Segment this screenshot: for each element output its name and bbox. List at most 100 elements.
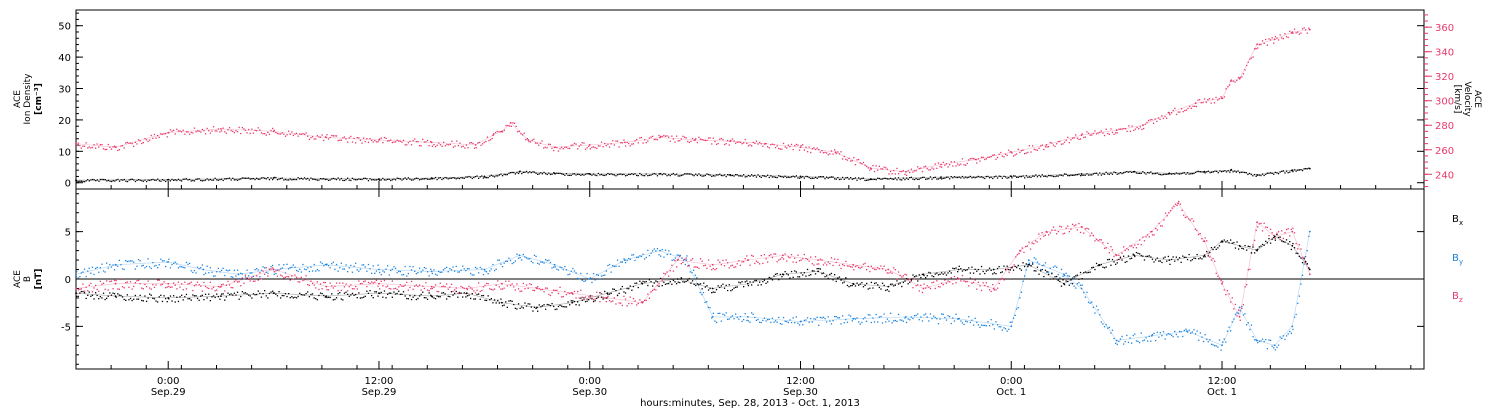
data-point <box>404 177 406 179</box>
series-point <box>606 292 609 295</box>
data-point <box>76 180 78 182</box>
data-point <box>553 289 555 291</box>
data-point <box>1115 254 1117 256</box>
data-point <box>458 271 461 273</box>
data-point <box>204 272 207 274</box>
data-point <box>179 179 181 182</box>
data-point <box>326 134 328 136</box>
data-point <box>1009 269 1011 271</box>
data-point <box>1201 171 1203 173</box>
data-point <box>510 125 512 127</box>
data-point <box>1252 244 1254 246</box>
data-point <box>960 268 962 270</box>
data-point <box>632 285 635 288</box>
data-point <box>1086 227 1088 229</box>
data-point <box>1203 98 1206 100</box>
data-point <box>471 288 473 290</box>
data-point <box>544 146 546 148</box>
data-point <box>735 286 737 288</box>
data-point <box>118 294 120 296</box>
data-point <box>137 279 140 282</box>
data-point <box>806 175 809 178</box>
data-point <box>1049 175 1051 177</box>
data-point <box>872 287 874 289</box>
data-point <box>147 258 149 260</box>
data-point <box>1065 139 1067 141</box>
data-point <box>541 261 544 263</box>
data-point <box>693 175 695 177</box>
data-point <box>224 299 226 301</box>
data-point <box>661 280 663 282</box>
data-point <box>899 282 901 284</box>
data-point <box>883 265 885 267</box>
data-point <box>525 139 527 141</box>
data-point <box>168 298 170 300</box>
data-point <box>575 174 577 176</box>
data-point <box>784 320 786 322</box>
data-point <box>361 178 363 181</box>
data-point <box>1194 333 1197 335</box>
data-point <box>538 173 540 175</box>
data-point <box>190 180 192 182</box>
data-point <box>567 147 569 150</box>
series-point <box>237 273 240 276</box>
data-point <box>813 318 815 320</box>
data-point <box>1246 64 1248 67</box>
data-point <box>762 145 764 147</box>
data-point <box>423 178 425 180</box>
data-point <box>260 278 263 280</box>
data-point <box>612 288 614 290</box>
data-point <box>848 314 850 316</box>
data-point <box>533 254 536 256</box>
data-point <box>749 264 751 266</box>
data-point <box>674 141 676 143</box>
data-point <box>122 179 124 181</box>
data-point <box>1180 108 1183 110</box>
data-point <box>789 277 791 279</box>
data-point <box>545 287 547 289</box>
data-point <box>125 282 127 284</box>
data-point <box>281 294 283 297</box>
data-point <box>915 170 917 172</box>
data-point <box>885 289 887 292</box>
data-point <box>982 324 984 327</box>
data-point <box>856 159 858 161</box>
data-point <box>1044 234 1046 236</box>
data-point <box>524 288 526 290</box>
data-point <box>77 142 79 144</box>
data-point <box>454 270 456 272</box>
data-point <box>921 170 924 173</box>
data-point <box>1198 170 1200 173</box>
data-point <box>385 268 387 270</box>
data-point <box>196 266 199 268</box>
data-point <box>236 291 239 293</box>
data-point <box>942 313 944 315</box>
data-point <box>501 266 504 268</box>
data-point <box>473 176 475 179</box>
data-point <box>843 178 845 180</box>
data-point <box>850 315 852 317</box>
data-point <box>1012 269 1015 271</box>
data-point <box>480 144 482 146</box>
data-point <box>1003 156 1005 158</box>
data-point <box>616 140 619 142</box>
data-point <box>1172 335 1174 338</box>
data-point <box>557 305 560 308</box>
data-point <box>1025 269 1027 271</box>
data-point <box>1306 250 1308 252</box>
series-point <box>1308 273 1311 276</box>
data-point <box>98 298 100 300</box>
data-point <box>1214 345 1216 347</box>
data-point <box>875 179 877 181</box>
data-point <box>371 139 373 142</box>
data-point <box>707 137 710 139</box>
data-point <box>509 259 512 262</box>
data-point <box>637 286 639 289</box>
data-point <box>364 280 366 282</box>
data-point <box>187 263 189 265</box>
data-point <box>941 272 943 274</box>
data-point <box>1038 263 1040 265</box>
data-point <box>1000 278 1002 281</box>
data-point <box>848 286 850 288</box>
data-point <box>153 265 156 267</box>
